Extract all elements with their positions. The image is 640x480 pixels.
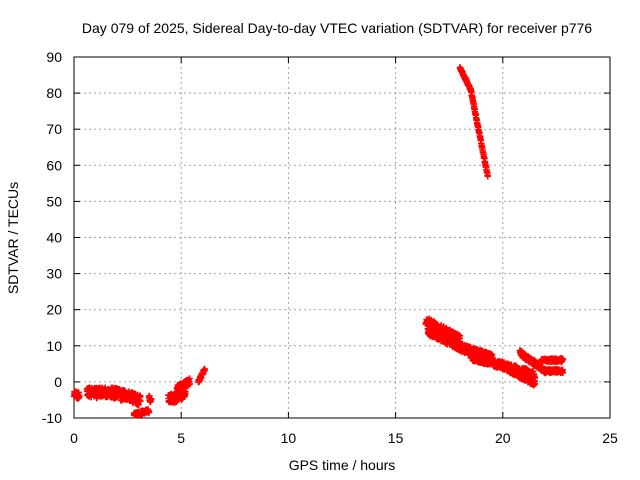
data-point bbox=[147, 396, 155, 403]
x-axis-label: GPS time / hours bbox=[289, 457, 396, 473]
x-tick-label: 25 bbox=[602, 430, 618, 446]
x-tick-labels: 0 5 10 15 20 25 bbox=[70, 430, 618, 446]
x-tick-label: 5 bbox=[177, 430, 185, 446]
data-point bbox=[186, 375, 193, 382]
chart-title: Day 079 of 2025, Sidereal Day-to-day VTE… bbox=[82, 20, 592, 36]
y-tick-label: 40 bbox=[46, 230, 62, 246]
x-tick-label: 15 bbox=[388, 430, 404, 446]
data-point bbox=[76, 393, 83, 400]
y-tick-label: 20 bbox=[46, 302, 62, 318]
data-point bbox=[559, 355, 567, 363]
y-tick-label: 60 bbox=[46, 157, 62, 173]
axis-ticks bbox=[73, 56, 611, 419]
x-tick-label: 10 bbox=[281, 430, 297, 446]
y-tick-label: 50 bbox=[46, 193, 62, 209]
x-tick-label: 20 bbox=[495, 430, 511, 446]
y-tick-label: 30 bbox=[46, 266, 62, 282]
data-point bbox=[559, 369, 567, 377]
y-tick-label: 10 bbox=[46, 338, 62, 354]
y-tick-label: -10 bbox=[42, 410, 62, 426]
y-tick-label: 70 bbox=[46, 121, 62, 137]
data-point bbox=[145, 409, 153, 416]
y-tick-label: 90 bbox=[46, 49, 62, 65]
x-tick-label: 0 bbox=[70, 430, 78, 446]
y-tick-labels: -10 0 10 20 30 40 50 60 70 80 90 bbox=[42, 49, 62, 426]
data-point bbox=[531, 380, 539, 388]
data-points bbox=[70, 64, 567, 419]
y-tick-label: 80 bbox=[46, 85, 62, 101]
data-point bbox=[186, 380, 193, 388]
data-point bbox=[201, 365, 208, 373]
data-point bbox=[456, 332, 464, 339]
y-axis-label: SDTVAR / TECUs bbox=[5, 182, 21, 294]
data-point bbox=[484, 173, 491, 180]
y-tick-label: 0 bbox=[54, 374, 62, 390]
data-point bbox=[137, 397, 144, 405]
